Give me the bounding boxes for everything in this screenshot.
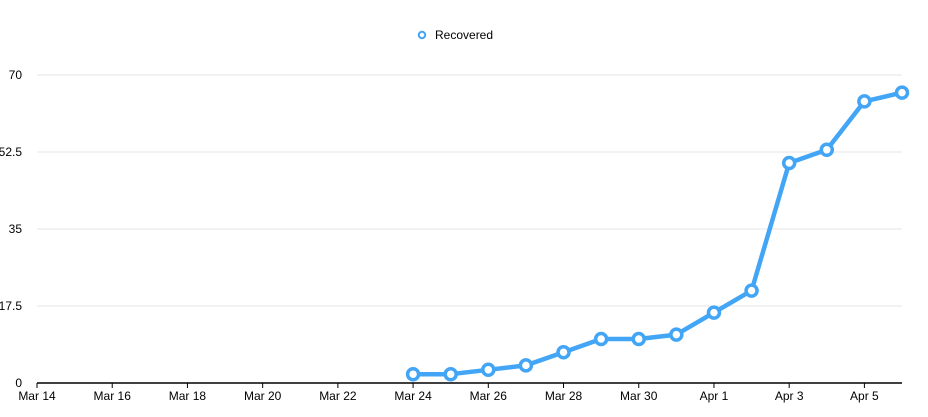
legend-marker: [417, 30, 427, 40]
axes: 0 17.5 35 52.5 70 Mar 14 Mar 16 Mar 18 Mar 20 Mar…: [0, 68, 902, 403]
y-tick-label: 52.5: [0, 145, 22, 159]
data-point[interactable]: [443, 366, 458, 382]
data-point[interactable]: [781, 155, 797, 171]
x-tick-label: Mar 30: [620, 389, 658, 403]
gridlines: [37, 74, 902, 307]
series-recovered: [405, 85, 910, 382]
y-tick-label: 70: [9, 68, 23, 82]
data-point[interactable]: [593, 331, 609, 347]
data-point[interactable]: [481, 362, 496, 378]
x-tick-label: Apr 5: [850, 389, 879, 403]
y-tick-label: 0: [15, 376, 22, 390]
x-tick-label: Mar 20: [244, 389, 282, 403]
data-point[interactable]: [556, 344, 571, 360]
x-tick-label: Mar 28: [545, 389, 583, 403]
data-point[interactable]: [631, 331, 646, 347]
data-point[interactable]: [669, 327, 684, 342]
data-point[interactable]: [894, 85, 910, 100]
x-tick-label: Mar 24: [394, 389, 432, 403]
series-line: [410, 90, 905, 377]
legend[interactable]: Recovered: [417, 28, 493, 42]
y-tick-label: 17.5: [0, 299, 22, 313]
x-tick-label: Mar 22: [319, 389, 357, 403]
data-point[interactable]: [405, 366, 421, 382]
data-point[interactable]: [819, 142, 835, 158]
data-point[interactable]: [706, 305, 722, 320]
x-tick-label: Mar 18: [169, 389, 207, 403]
x-tick-label: Apr 3: [775, 389, 804, 403]
data-point[interactable]: [744, 283, 759, 298]
data-point[interactable]: [518, 358, 534, 373]
x-tick-label: Mar 16: [94, 389, 132, 403]
legend-label[interactable]: Recovered: [435, 28, 493, 42]
y-tick-label: 35: [9, 222, 23, 236]
x-tick-label: Mar 14: [18, 389, 56, 403]
x-tick-label: Apr 1: [700, 389, 729, 403]
x-tick-label: Mar 26: [470, 389, 508, 403]
data-point[interactable]: [857, 94, 872, 109]
